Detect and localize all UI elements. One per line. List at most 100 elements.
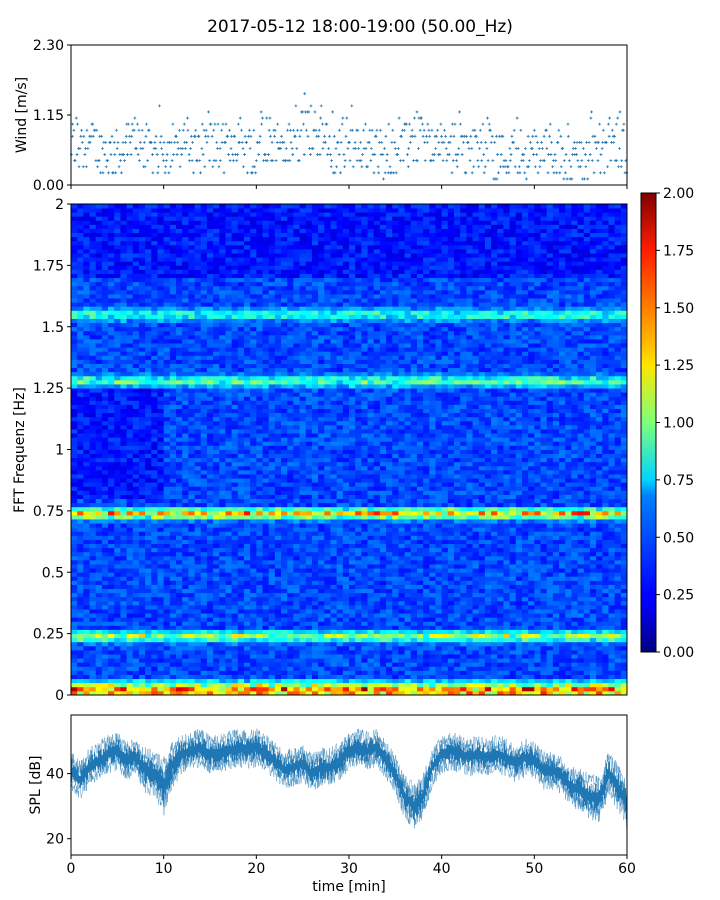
- wind-data-point: [532, 128, 536, 132]
- wind-data-point: [302, 122, 305, 126]
- spectrogram-cell: [188, 429, 195, 434]
- spectrogram-cell: [287, 424, 294, 430]
- spectrogram-cell: [95, 437, 103, 442]
- spectrogram-cell: [200, 298, 208, 303]
- spectrogram-cell: [213, 600, 220, 606]
- spectrogram-cell: [287, 588, 294, 594]
- spectrogram-cell: [163, 670, 171, 675]
- spectrogram-cell: [206, 424, 214, 430]
- wind-data-point: [110, 134, 114, 138]
- spectrogram-cell: [114, 322, 121, 328]
- spectrogram-cell: [256, 531, 263, 536]
- spectrogram-cell: [250, 322, 257, 328]
- spectrogram-cell: [83, 633, 90, 639]
- spectrogram-cell: [231, 494, 239, 499]
- spectrogram-cell: [268, 678, 276, 684]
- spectrogram-cell: [132, 371, 140, 377]
- spectrogram-cell: [194, 224, 202, 229]
- spectrogram-cell: [219, 641, 226, 647]
- spectrogram-cell: [213, 445, 220, 450]
- spectrogram-cell: [182, 498, 189, 504]
- spectrogram-cell: [256, 236, 263, 242]
- spectrogram-cell: [231, 486, 239, 491]
- spectrogram-cell: [213, 604, 220, 610]
- spectrogram-cell: [206, 543, 214, 549]
- spectrogram-cell: [262, 572, 270, 577]
- spectrogram-cell: [182, 474, 189, 479]
- spectrogram-cell: [231, 617, 239, 622]
- spectrogram-cell: [274, 363, 282, 369]
- spectrogram-cell: [225, 244, 233, 250]
- spectrogram-cell: [194, 449, 202, 454]
- wind-data-point: [553, 153, 557, 156]
- spectrogram-cell: [268, 637, 276, 643]
- spectrogram-cell: [213, 204, 220, 209]
- spectrogram-cell: [83, 437, 90, 442]
- spectrogram-cell: [250, 384, 257, 389]
- spectrogram-cell: [101, 559, 109, 565]
- spectrogram-cell: [120, 576, 127, 581]
- spectrogram-cell: [151, 416, 158, 422]
- spectrogram-cell: [200, 580, 208, 585]
- spectrogram-cell: [145, 588, 152, 594]
- spectrogram-cell: [71, 469, 78, 475]
- spectrogram-cell: [83, 343, 90, 348]
- spectrogram-cell: [95, 690, 103, 696]
- spectrogram-cell: [138, 637, 146, 643]
- spectrogram-cell: [231, 351, 239, 356]
- spectrogram-cell: [83, 277, 90, 283]
- spectrogram-cell: [231, 474, 239, 479]
- wind-data-point: [207, 110, 210, 114]
- spectrogram-cell: [182, 551, 189, 557]
- spectrogram-cell: [145, 649, 152, 655]
- spectrogram-cell: [145, 367, 152, 373]
- spectrogram-cell: [138, 674, 146, 680]
- spectrogram-cell: [169, 564, 177, 569]
- wind-data-point: [422, 128, 426, 132]
- spectrogram-cell: [120, 363, 127, 369]
- spectrogram-cell: [89, 686, 97, 692]
- spectrogram-cell: [114, 334, 121, 340]
- spectrogram-cell: [256, 572, 263, 577]
- wind-data-point: [369, 147, 373, 150]
- spectrogram-cell: [213, 588, 220, 594]
- spectrogram-cell: [262, 281, 270, 287]
- spectrogram-cell: [169, 355, 177, 360]
- spectrogram-cell: [250, 392, 257, 397]
- spectrogram-cell: [89, 592, 97, 598]
- spectrogram-cell: [219, 604, 226, 610]
- spectrogram-cell: [151, 204, 158, 209]
- spectrogram-cell: [71, 343, 78, 348]
- spectrogram-cell: [213, 240, 220, 246]
- spectrogram-cell: [182, 510, 189, 516]
- spectrogram-cell: [182, 257, 189, 262]
- wind-data-point: [415, 110, 419, 114]
- spectrogram-cell: [120, 449, 127, 454]
- spectrogram-cell: [176, 334, 183, 340]
- spectrogram-cell: [287, 555, 294, 561]
- spectrogram-cell: [157, 318, 165, 324]
- wind-data-point: [101, 171, 105, 175]
- spectrogram-cell: [163, 580, 171, 585]
- spectrogram-cell: [71, 568, 78, 573]
- spectrogram-cell: [138, 441, 146, 446]
- spectrogram-cell: [169, 424, 177, 430]
- wind-data-point: [418, 128, 422, 132]
- wind-data-point: [489, 128, 493, 132]
- spectrogram-cell: [182, 613, 189, 618]
- wind-data-point: [458, 122, 462, 126]
- spectrogram-cell: [83, 281, 90, 287]
- spectrogram-cell: [250, 339, 257, 344]
- spectrogram-cell: [108, 302, 115, 307]
- spectrogram-cell: [243, 482, 251, 487]
- spectrogram-cell: [231, 244, 239, 250]
- spectrogram-cell: [256, 604, 263, 610]
- wind-data-point: [302, 153, 306, 156]
- wind-data-point: [217, 165, 221, 169]
- spectrogram-cell: [89, 273, 97, 279]
- spectrogram-cell: [176, 576, 183, 581]
- spectrogram-cell: [219, 625, 226, 630]
- spectrogram-cell: [256, 433, 263, 438]
- spectrogram-cell: [225, 531, 233, 536]
- spectrogram-cell: [151, 424, 158, 430]
